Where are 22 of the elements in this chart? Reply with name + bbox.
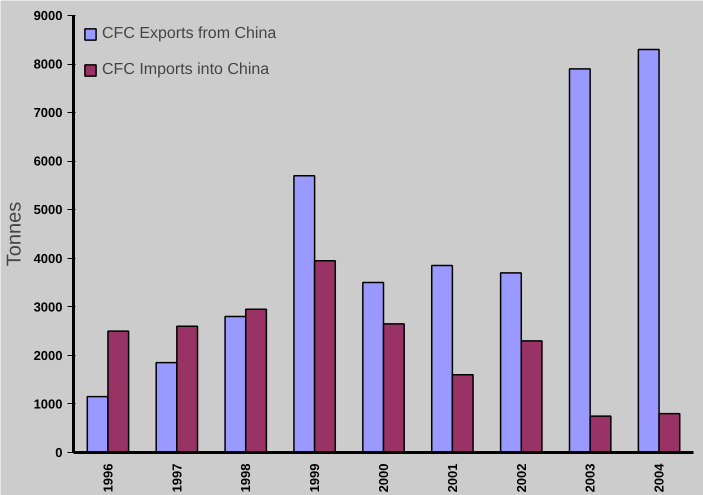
- x-tick-label: 2004: [652, 462, 667, 492]
- y-axis-title: Tonnes: [4, 202, 26, 266]
- y-tick-label: 5000: [34, 202, 62, 218]
- legend-label: CFC Imports into China: [102, 61, 270, 79]
- x-tick-label: 1999: [307, 464, 322, 492]
- y-tick-label: 4000: [34, 250, 62, 266]
- y-tick-label: 3000: [34, 299, 62, 314]
- x-tick-label: 2000: [376, 464, 391, 492]
- x-tick-label: 2001: [444, 464, 460, 492]
- y-tick-label: 9000: [34, 8, 62, 23]
- x-tick-label: 2002: [514, 464, 529, 492]
- y-tick-label: 2000: [34, 348, 62, 363]
- y-tick-label: 8000: [34, 56, 62, 72]
- legend-label: CFC Exports from China: [102, 25, 276, 43]
- y-tick-label: 0: [55, 445, 63, 460]
- x-tick-label: 2003: [582, 464, 598, 492]
- x-tick-label: 1998: [238, 464, 254, 492]
- x-tick-label: 1997: [169, 464, 184, 492]
- x-tick-label: 1996: [100, 464, 116, 492]
- y-tick-label: 1000: [34, 396, 62, 412]
- y-tick-label: 6000: [34, 154, 62, 169]
- y-tick-label: 7000: [34, 105, 62, 120]
